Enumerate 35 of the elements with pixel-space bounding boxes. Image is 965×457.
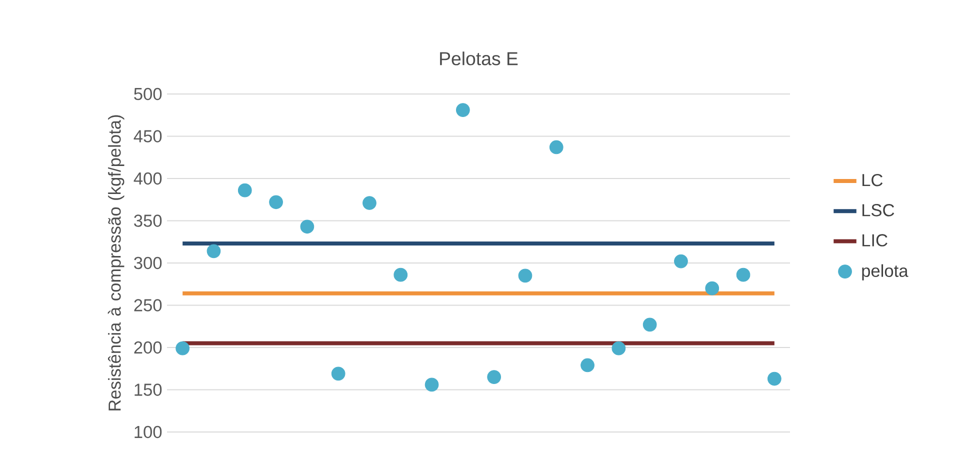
chart-title: Pelotas E (440, 52, 518, 66)
legend-label: LSC (862, 204, 894, 216)
point (456, 103, 470, 117)
point (580, 358, 594, 372)
point (206, 244, 221, 258)
y-tick-label: 250 (134, 299, 162, 312)
point (642, 318, 657, 332)
point (767, 372, 782, 386)
point (269, 195, 283, 210)
point (518, 268, 532, 283)
legend-label: LC (862, 174, 883, 186)
y-tick-label: 450 (134, 130, 162, 142)
point (487, 370, 502, 384)
point (549, 140, 564, 154)
y-tick-label: 300 (134, 256, 162, 270)
point (300, 220, 314, 234)
y-tick-label: 100 (134, 426, 162, 438)
legend-label: LIC (862, 234, 888, 246)
legend-label: pelota (862, 264, 908, 280)
y-tick-label: 350 (134, 214, 162, 227)
point (362, 196, 376, 210)
point (424, 378, 439, 392)
point (736, 268, 750, 282)
point (176, 341, 190, 356)
y-axis-title: Resistência à compressão (kgf/pelota) (108, 115, 124, 410)
point (394, 268, 408, 282)
y-tick-label: 200 (134, 341, 162, 354)
point (705, 281, 720, 296)
point (612, 341, 626, 356)
y-tick-label: 400 (134, 172, 162, 185)
point (331, 366, 346, 381)
point (238, 183, 252, 198)
y-tick-label: 150 (134, 384, 162, 396)
y-tick-label: 500 (134, 88, 162, 100)
point (674, 254, 688, 268)
